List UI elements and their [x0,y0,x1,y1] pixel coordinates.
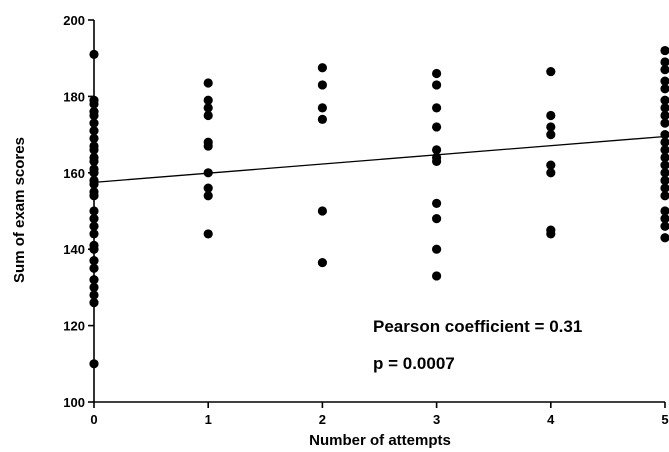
data-point [89,118,99,128]
data-point [203,95,213,105]
data-point [89,359,99,369]
data-point [432,103,442,113]
y-tick-label: 140 [63,242,85,257]
data-point [89,221,99,231]
data-point [432,80,442,90]
data-point [317,80,327,90]
data-point [89,229,99,239]
data-point [660,137,669,147]
data-point [203,183,213,193]
data-point [660,65,669,75]
data-point [89,214,99,224]
data-point [546,66,556,77]
data-point [432,214,442,224]
data-point [203,191,213,201]
data-point [89,244,99,254]
data-point [317,206,327,216]
data-point [203,229,213,239]
data-point [660,45,669,56]
data-point [89,110,99,121]
y-tick-label: 120 [63,319,85,334]
data-point [546,130,556,140]
x-tick-label: 0 [90,412,97,427]
data-point [89,133,99,144]
y-tick-label: 180 [63,89,85,104]
data-point [660,152,669,163]
data-point [89,263,99,273]
data-point [660,118,669,128]
data-point [89,191,99,201]
data-point [317,63,327,73]
data-point [89,256,99,266]
x-tick-label: 5 [661,412,668,427]
data-point [432,271,442,281]
data-point [89,298,99,308]
x-tick-label: 1 [205,412,212,427]
data-point [203,78,213,88]
data-point [660,95,669,105]
data-point [432,198,442,208]
data-point [660,84,669,94]
data-point [660,57,669,67]
y-axis: 100 120 140 160 180 200 [63,13,95,410]
data-point [432,122,442,132]
data-point [89,145,99,155]
data-point [317,103,327,113]
data-point [660,233,669,243]
data-point [89,156,99,166]
data-point [89,275,99,285]
data-point [660,145,669,155]
data-point [660,206,669,216]
annotation-pearson: Pearson coefficient = 0.31 [373,317,582,336]
data-point [546,122,556,132]
data-point [89,168,99,178]
y-tick-label: 200 [63,13,85,28]
data-point [89,49,99,59]
data-point [89,282,99,292]
data-point [660,160,669,170]
x-axis-title: Number of attempts [309,432,451,449]
data-point [89,99,99,109]
x-tick-label: 2 [319,412,326,427]
x-axis: 0 1 2 3 4 5 [90,401,669,427]
data-point [546,229,556,239]
data-point [203,110,213,121]
data-point [89,126,99,136]
data-point [546,160,556,170]
data-point [89,206,99,216]
y-axis-title: Sum of exam scores [11,137,28,283]
x-tick-label: 4 [547,412,555,427]
data-point [660,191,669,201]
data-point [660,76,669,86]
data-point [432,145,442,155]
y-tick-label: 160 [63,166,85,181]
data-point [660,175,669,186]
data-point [660,110,669,121]
data-point [660,103,669,113]
data-point [660,183,669,193]
data-point [660,221,669,231]
annotation-p-value: p = 0.0007 [373,354,455,373]
data-point [317,257,327,268]
data-point [89,290,99,300]
data-point [203,103,213,113]
data-point [660,214,669,224]
data-point [546,110,556,121]
data-point [432,244,442,254]
data-point [546,168,556,178]
data-point [317,114,327,124]
data-point [432,68,442,79]
data-point [432,156,442,166]
y-tick-label: 100 [63,395,85,410]
regression-line [93,135,666,183]
data-point [203,141,213,151]
x-tick-label: 3 [433,412,440,427]
data-point [660,168,669,178]
